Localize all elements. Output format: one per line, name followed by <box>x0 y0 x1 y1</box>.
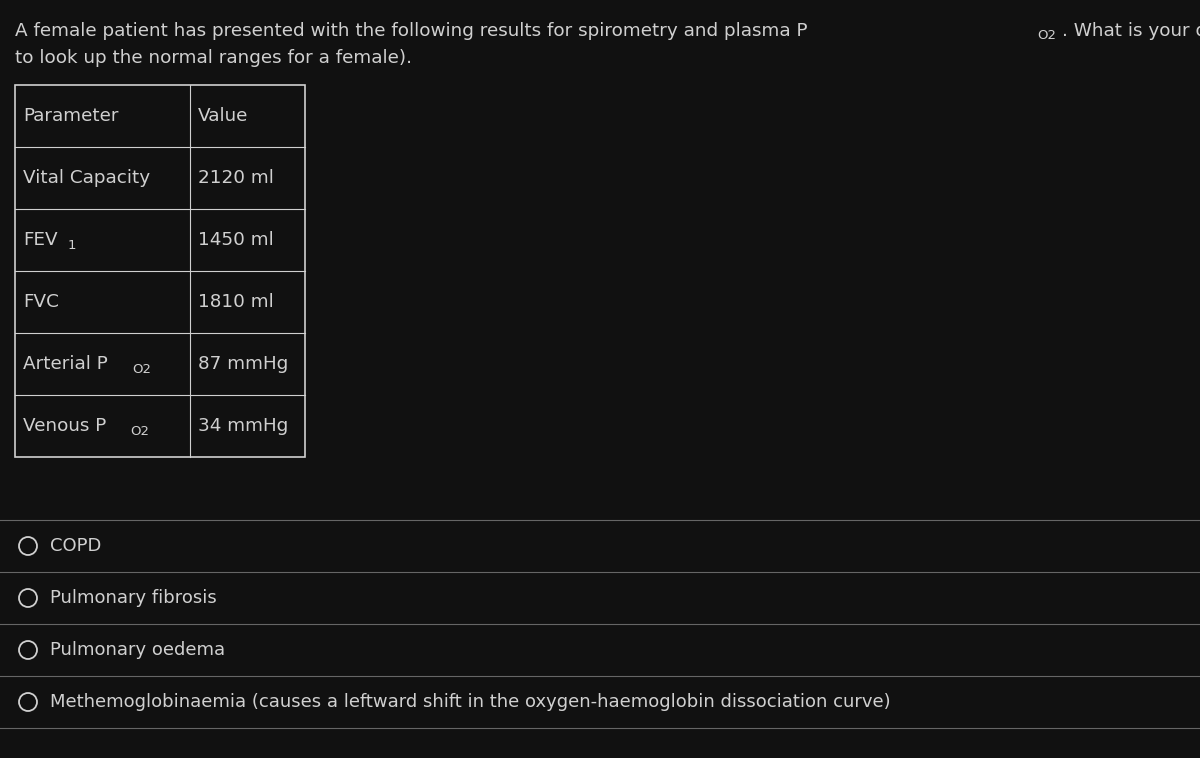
Text: 87 mmHg: 87 mmHg <box>198 355 288 373</box>
Text: FEV: FEV <box>23 231 58 249</box>
Text: 1810 ml: 1810 ml <box>198 293 274 311</box>
Text: Methemoglobinaemia (causes a leftward shift in the oxygen-haemoglobin dissociati: Methemoglobinaemia (causes a leftward sh… <box>50 693 890 711</box>
Text: Parameter: Parameter <box>23 107 119 125</box>
Text: FVC: FVC <box>23 293 59 311</box>
Text: 1: 1 <box>67 239 76 252</box>
Bar <box>14 85 305 457</box>
Text: 2120 ml: 2120 ml <box>198 169 274 187</box>
Text: Venous P: Venous P <box>23 417 107 435</box>
Text: O2: O2 <box>131 425 150 438</box>
Text: 1450 ml: 1450 ml <box>198 231 274 249</box>
Text: Vital Capacity: Vital Capacity <box>23 169 150 187</box>
Text: A female patient has presented with the following results for spirometry and pla: A female patient has presented with the … <box>14 22 808 40</box>
Text: O2: O2 <box>1038 30 1056 42</box>
Text: Pulmonary fibrosis: Pulmonary fibrosis <box>50 589 217 607</box>
Text: Arterial P: Arterial P <box>23 355 108 373</box>
Text: O2: O2 <box>132 363 151 376</box>
Text: 34 mmHg: 34 mmHg <box>198 417 288 435</box>
Text: Value: Value <box>198 107 248 125</box>
Text: to look up the normal ranges for a female).: to look up the normal ranges for a femal… <box>14 49 412 67</box>
Text: Pulmonary oedema: Pulmonary oedema <box>50 641 226 659</box>
Text: COPD: COPD <box>50 537 101 555</box>
Text: . What is your diagnosis? (You may need: . What is your diagnosis? (You may need <box>1062 22 1200 40</box>
